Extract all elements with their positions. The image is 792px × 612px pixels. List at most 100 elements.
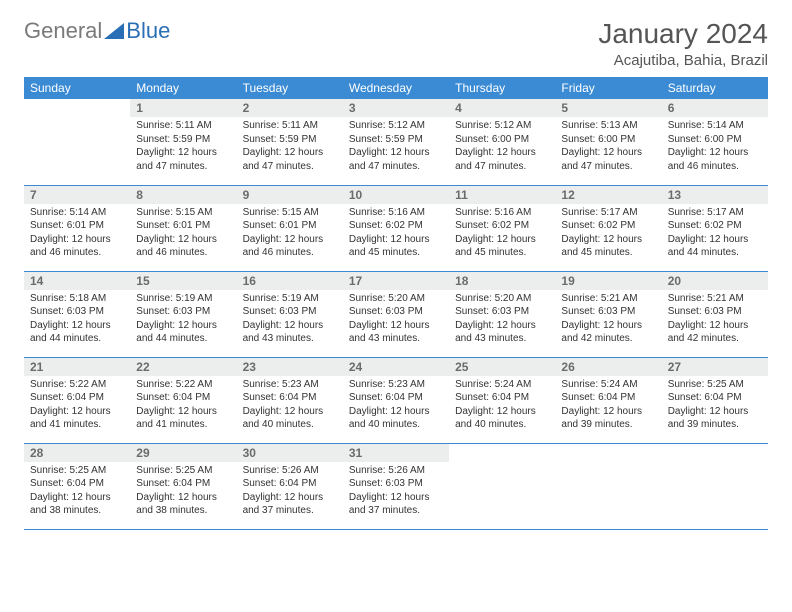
sunset-line: Sunset: 6:02 PM (668, 220, 742, 231)
sunset-line: Sunset: 6:04 PM (243, 392, 317, 403)
calendar-cell: 14Sunrise: 5:18 AMSunset: 6:03 PMDayligh… (24, 271, 130, 357)
sunrise-line: Sunrise: 5:22 AM (30, 379, 106, 390)
daylight-line: Daylight: 12 hours and 45 minutes. (561, 234, 642, 259)
page-header: General Blue January 2024 Acajutiba, Bah… (24, 18, 768, 69)
day-details: Sunrise: 5:15 AMSunset: 6:01 PMDaylight:… (130, 204, 236, 264)
daylight-line: Daylight: 12 hours and 38 minutes. (30, 492, 111, 517)
sunset-line: Sunset: 5:59 PM (349, 134, 423, 145)
calendar-cell (24, 99, 130, 185)
daylight-line: Daylight: 12 hours and 46 minutes. (243, 234, 324, 259)
day-details: Sunrise: 5:23 AM Sunset: 6:04 PM Daylight:… (343, 376, 449, 436)
sunset-line: Sunset: 6:02 PM (561, 220, 635, 231)
calendar-cell: 9Sunrise: 5:15 AMSunset: 6:01 PMDaylight… (237, 185, 343, 271)
sunset-line: Sunset: 6:04 PM (30, 392, 104, 403)
day-details: Sunrise: 5:20 AMSunset: 6:03 PMDaylight:… (343, 290, 449, 350)
sunrise-line: Sunrise: 5:26 AM (243, 465, 319, 476)
day-number: 7 (24, 186, 130, 204)
day-details: Sunrise: 5:15 AMSunset: 6:01 PMDaylight:… (237, 204, 343, 264)
calendar-cell: 23Sunrise: 5:23 AMSunset: 6:04 PMDayligh… (237, 357, 343, 443)
day-number: 5 (555, 99, 661, 117)
calendar-cell: 28Sunrise: 5:25 AMSunset: 6:04 PMDayligh… (24, 443, 130, 529)
day-number: 23 (237, 358, 343, 376)
day-details: Sunrise: 5:20 AMSunset: 6:03 PMDaylight:… (449, 290, 555, 350)
daylight-line: Daylight: 12 hours and 40 minutes. (349, 406, 430, 431)
sunset-line: Sunset: 6:03 PM (561, 306, 635, 317)
sunset-line: Sunset: 6:04 PM (349, 392, 423, 403)
day-number: 31 (343, 444, 449, 462)
day-details: Sunrise: 5:16 AMSunset: 6:02 PMDaylight:… (343, 204, 449, 264)
calendar-cell: 17Sunrise: 5:20 AMSunset: 6:03 PMDayligh… (343, 271, 449, 357)
calendar-cell: 3Sunrise: 5:12 AMSunset: 5:59 PMDaylight… (343, 99, 449, 185)
day-number: 25 (449, 358, 555, 376)
day-number: 30 (237, 444, 343, 462)
daylight-line: Daylight: 12 hours and 46 minutes. (668, 147, 749, 172)
weekday-header-row: Sunday Monday Tuesday Wednesday Thursday… (24, 77, 768, 99)
day-number: 11 (449, 186, 555, 204)
day-details: Sunrise: 5:19 AMSunset: 6:03 PMDaylight:… (237, 290, 343, 350)
calendar-cell: 10Sunrise: 5:16 AMSunset: 6:02 PMDayligh… (343, 185, 449, 271)
calendar-cell: 16Sunrise: 5:19 AMSunset: 6:03 PMDayligh… (237, 271, 343, 357)
day-details: Sunrise: 5:17 AM Sunset: 6:02 PM Daylight:… (555, 204, 661, 264)
day-details: Sunrise: 5:21 AMSunset: 6:03 PMDaylight:… (662, 290, 768, 350)
logo: General Blue (24, 18, 170, 44)
sunrise-line: Sunrise: 5:23 AM (243, 379, 319, 390)
calendar-row: 21 Sunrise: 5:22 AM Sunset: 6:04 PM Dayligh… (24, 357, 768, 443)
daylight-line: Daylight: 12 hours and 37 minutes. (243, 492, 324, 517)
weekday-header: Monday (130, 77, 236, 99)
sunrise-line: Sunrise: 5:12 AM (455, 120, 531, 131)
day-details: Sunrise: 5:13 AMSunset: 6:00 PMDaylight:… (555, 117, 661, 177)
day-details: Sunrise: 5:12 AM Sunset: 5:59 PM Daylight:… (343, 117, 449, 177)
daylight-line: Daylight: 12 hours and 41 minutes. (136, 406, 217, 431)
day-number: 27 (662, 358, 768, 376)
calendar-cell: 22Sunrise: 5:22 AMSunset: 6:04 PMDayligh… (130, 357, 236, 443)
calendar-cell: 31Sunrise: 5:26 AMSunset: 6:03 PMDayligh… (343, 443, 449, 529)
sunset-line: Sunset: 6:00 PM (561, 134, 635, 145)
sunrise-line: Sunrise: 5:15 AM (243, 207, 319, 218)
calendar-cell: 2Sunrise: 5:11 AMSunset: 5:59 PMDaylight… (237, 99, 343, 185)
day-details: Sunrise: 5:25 AMSunset: 6:04 PMDaylight:… (662, 376, 768, 436)
sunrise-line: Sunrise: 5:21 AM (561, 293, 637, 304)
calendar-cell: 25Sunrise: 5:24 AMSunset: 6:04 PMDayligh… (449, 357, 555, 443)
calendar-cell: 13Sunrise: 5:17 AMSunset: 6:02 PMDayligh… (662, 185, 768, 271)
daylight-line: Daylight: 12 hours and 43 minutes. (243, 320, 324, 345)
sunrise-line: Sunrise: 5:25 AM (30, 465, 106, 476)
calendar-cell: 4Sunrise: 5:12 AMSunset: 6:00 PMDaylight… (449, 99, 555, 185)
sunset-line: Sunset: 6:03 PM (349, 306, 423, 317)
sunset-line: Sunset: 6:01 PM (136, 220, 210, 231)
sunset-line: Sunset: 6:03 PM (455, 306, 529, 317)
day-details: Sunrise: 5:21 AMSunset: 6:03 PMDaylight:… (555, 290, 661, 350)
sunrise-line: Sunrise: 5:17 AM (561, 207, 637, 218)
daylight-line: Daylight: 12 hours and 44 minutes. (30, 320, 111, 345)
daylight-line: Daylight: 12 hours and 37 minutes. (349, 492, 430, 517)
day-number: 24 (343, 358, 449, 376)
daylight-line: Daylight: 12 hours and 47 minutes. (349, 147, 430, 172)
sunset-line: Sunset: 6:00 PM (668, 134, 742, 145)
calendar-row: 7Sunrise: 5:14 AMSunset: 6:01 PMDaylight… (24, 185, 768, 271)
sunrise-line: Sunrise: 5:13 AM (561, 120, 637, 131)
day-number: 28 (24, 444, 130, 462)
day-details: Sunrise: 5:26 AM Sunset: 6:04 PM Daylight:… (237, 462, 343, 522)
day-number: 13 (662, 186, 768, 204)
day-number: 21 (24, 358, 130, 376)
sunrise-line: Sunrise: 5:16 AM (455, 207, 531, 218)
sunset-line: Sunset: 6:04 PM (243, 478, 317, 489)
daylight-line: Daylight: 12 hours and 44 minutes. (136, 320, 217, 345)
sunset-line: Sunset: 5:59 PM (136, 134, 210, 145)
sunrise-line: Sunrise: 5:23 AM (349, 379, 425, 390)
day-number: 4 (449, 99, 555, 117)
day-details: Sunrise: 5:17 AMSunset: 6:02 PMDaylight:… (662, 204, 768, 264)
day-number: 2 (237, 99, 343, 117)
day-number: 22 (130, 358, 236, 376)
logo-text-gray: General (24, 18, 102, 44)
daylight-line: Daylight: 12 hours and 46 minutes. (136, 234, 217, 259)
calendar-cell: 21Sunrise: 5:22 AMSunset: 6:04 PMDayligh… (24, 357, 130, 443)
calendar-cell (449, 443, 555, 529)
day-number: 14 (24, 272, 130, 290)
sunrise-line: Sunrise: 5:22 AM (136, 379, 212, 390)
day-number: 15 (130, 272, 236, 290)
sunrise-line: Sunrise: 5:12 AM (349, 120, 425, 131)
calendar-cell: 26Sunrise: 5:24 AMSunset: 6:04 PMDayligh… (555, 357, 661, 443)
month-title: January 2024 (598, 18, 768, 50)
calendar-cell: 27Sunrise: 5:25 AMSunset: 6:04 PMDayligh… (662, 357, 768, 443)
sunset-line: Sunset: 6:03 PM (136, 306, 210, 317)
